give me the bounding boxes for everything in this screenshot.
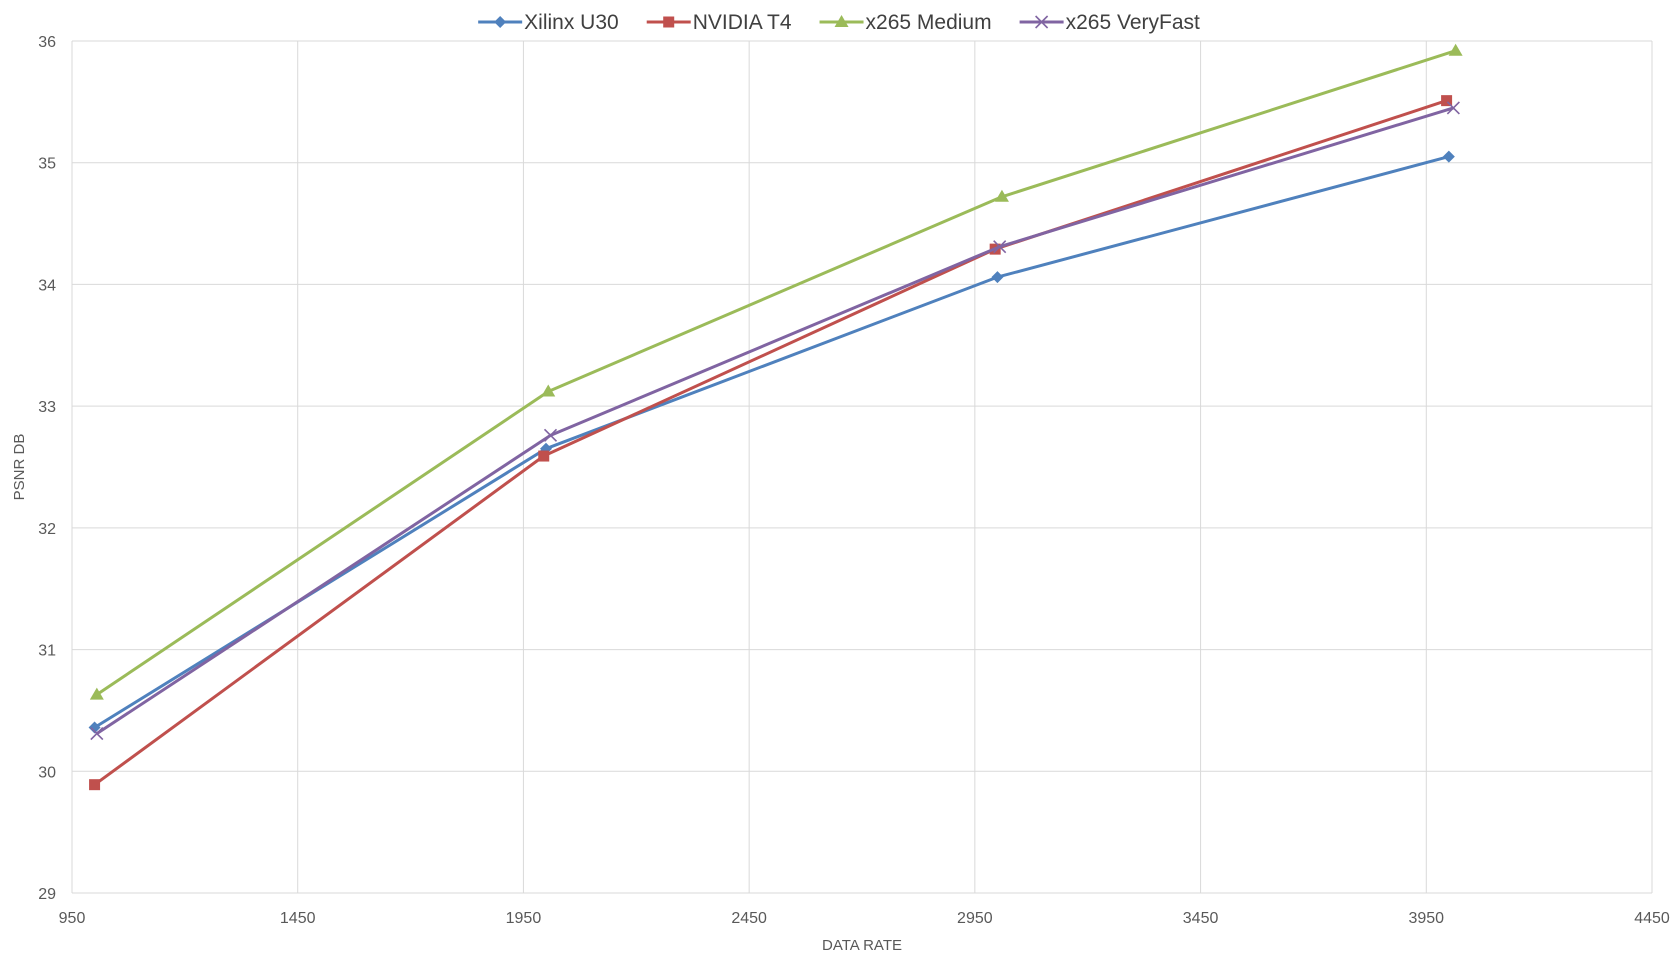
tick-labels: 29 30 31 32 33 34 35 36 950 1450 1950 2450 2950 3450 3… xyxy=(38,34,1670,927)
legend-marker xyxy=(663,16,675,28)
legend-item-x265-veryfast: x265 VeryFast xyxy=(1019,11,1200,34)
legend-label: Xilinx U30 xyxy=(524,11,619,34)
marker-stroke xyxy=(993,240,1007,254)
x-tick-label: 2950 xyxy=(957,910,993,927)
series-x265-veryfast xyxy=(90,101,1460,741)
y-tick-label: 34 xyxy=(38,277,56,294)
x-tick-label: 1950 xyxy=(506,910,542,927)
legend-label: x265 Medium xyxy=(866,11,992,34)
x-tick-label: 4450 xyxy=(1634,910,1670,927)
legend-item-xilinx-u30: Xilinx U30 xyxy=(478,11,619,34)
series-line-nvidia-t4 xyxy=(93,99,1448,786)
series-line-x265-medium xyxy=(95,49,1457,696)
legend-label: NVIDIA T4 xyxy=(693,11,792,34)
data-point-nvidia-t4 xyxy=(538,450,550,462)
legend-marker xyxy=(1035,15,1049,29)
legend-marker xyxy=(494,16,507,28)
x-tick-label: 1450 xyxy=(280,910,316,927)
marker-stroke xyxy=(543,428,558,442)
data-point-x265-veryfast xyxy=(1446,101,1460,115)
y-tick-label: 33 xyxy=(38,399,56,416)
x-axis-title: DATA RATE xyxy=(822,937,902,954)
data-point-x265-medium xyxy=(1448,43,1463,56)
data-point-nvidia-t4 xyxy=(1441,95,1453,107)
series-nvidia-t4 xyxy=(89,95,1453,791)
x-tick-label: 3450 xyxy=(1183,910,1219,927)
data-point-nvidia-t4 xyxy=(89,779,101,791)
data-point-x265-veryfast xyxy=(90,726,104,741)
series-layer xyxy=(88,43,1463,791)
data-point-xilinx-u30 xyxy=(88,721,101,734)
marker-stroke xyxy=(1035,15,1049,29)
x-tick-label: 2450 xyxy=(731,910,767,927)
grid xyxy=(71,40,1653,894)
legend-label: x265 VeryFast xyxy=(1066,11,1200,34)
data-point-xilinx-u30 xyxy=(991,271,1004,284)
y-tick-label: 32 xyxy=(38,521,56,538)
data-point-x265-veryfast xyxy=(543,428,558,442)
y-tick-label: 30 xyxy=(38,764,56,781)
y-tick-label: 29 xyxy=(38,886,56,903)
x-tick-label: 950 xyxy=(59,910,86,927)
series-xilinx-u30 xyxy=(88,150,1455,734)
y-tick-label: 36 xyxy=(38,34,56,51)
x-tick-label: 3950 xyxy=(1408,910,1444,927)
legend: Xilinx U30 NVIDIA T4 x265 Medium x265 VeryF… xyxy=(478,11,1200,34)
legend-marker xyxy=(834,15,849,27)
series-x265-medium xyxy=(89,43,1463,700)
y-axis-title: PSNR DB xyxy=(11,434,28,501)
data-point-xilinx-u30 xyxy=(1442,150,1455,163)
marker-stroke xyxy=(90,726,104,741)
y-tick-label: 35 xyxy=(38,156,56,173)
data-point-x265-medium xyxy=(994,189,1009,202)
data-point-x265-medium xyxy=(541,384,556,397)
y-tick-label: 31 xyxy=(38,643,56,660)
data-point-x265-medium xyxy=(89,687,104,700)
data-point-x265-veryfast xyxy=(993,240,1007,254)
legend-item-x265-medium: x265 Medium xyxy=(819,11,992,34)
series-line-x265-veryfast xyxy=(95,106,1454,735)
legend-item-nvidia-t4: NVIDIA T4 xyxy=(646,11,792,34)
marker-stroke xyxy=(1446,101,1460,115)
